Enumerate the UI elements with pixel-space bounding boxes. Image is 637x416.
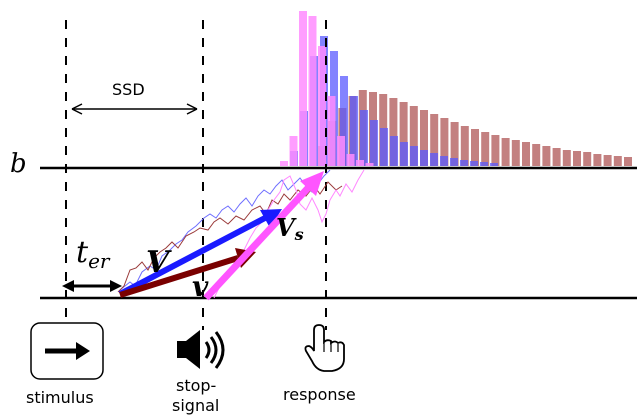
- ter-label-main: t: [76, 235, 89, 270]
- ter-label-sub: er: [88, 249, 111, 273]
- red-bar: [430, 114, 439, 166]
- red-bar: [409, 106, 418, 166]
- pink-bar: [299, 11, 307, 166]
- blue-bar: [370, 120, 378, 166]
- red-bar: [420, 110, 428, 166]
- ter-arrow: [62, 280, 122, 292]
- blue-bar: [450, 158, 458, 166]
- drift-label-Vs: Vs: [276, 213, 304, 244]
- histogram-stop: [280, 11, 374, 166]
- red-bar: [389, 98, 398, 166]
- pink-bar: [289, 136, 298, 166]
- blue-bar: [410, 146, 418, 166]
- drift-label-v: v: [192, 270, 209, 303]
- ssd-label: SSD: [112, 80, 145, 99]
- pink-bar: [346, 154, 355, 166]
- red-bar: [624, 157, 632, 166]
- red-bar: [450, 122, 459, 166]
- right-arrow-icon: [30, 322, 104, 380]
- drift-arrow-stop: [203, 171, 324, 301]
- ssd-arrow: [71, 103, 198, 115]
- red-bar: [501, 138, 510, 166]
- red-bar: [613, 156, 622, 166]
- blue-bar: [440, 156, 448, 166]
- red-bar: [440, 118, 449, 166]
- drift-label-V: V: [146, 245, 172, 280]
- speaker-icon: [177, 330, 225, 369]
- red-bar: [593, 154, 602, 166]
- drift-label-Vs-sub: s: [294, 225, 304, 244]
- red-bar: [552, 148, 561, 166]
- red-bar: [542, 146, 551, 166]
- pointing-hand-icon: [304, 324, 345, 372]
- blue-bar: [420, 150, 428, 166]
- red-bar: [573, 151, 581, 166]
- blue-bar: [470, 161, 478, 166]
- stop-signal-label-line2: signal: [172, 396, 219, 415]
- drift-label-Vs-main: V: [276, 213, 297, 242]
- stop-signal-label-line1: stop-: [176, 376, 216, 395]
- pink-bar: [365, 163, 374, 166]
- red-bar: [491, 135, 500, 166]
- blue-bar: [430, 153, 438, 166]
- red-bar: [522, 142, 530, 166]
- red-bar: [562, 150, 571, 166]
- red-bar: [583, 152, 592, 166]
- blue-bar: [490, 163, 498, 166]
- red-bar: [511, 140, 520, 166]
- pink-bar: [318, 46, 326, 166]
- red-bar: [471, 129, 479, 166]
- blue-bar: [480, 162, 488, 166]
- blue-bar: [360, 110, 368, 166]
- drift-arrow-go: [118, 209, 282, 297]
- red-bar: [481, 132, 490, 166]
- response-label: response: [283, 385, 356, 404]
- response-time-histograms: [280, 11, 632, 166]
- trace-go-blue: [119, 169, 331, 291]
- blue-bar: [400, 142, 408, 166]
- red-bar: [399, 102, 408, 166]
- pink-bar: [327, 96, 336, 166]
- red-bar: [603, 155, 612, 166]
- blue-bar: [350, 96, 358, 166]
- stimulus-label: stimulus: [26, 388, 94, 407]
- red-bar: [532, 144, 541, 166]
- ter-label: ter: [76, 235, 111, 273]
- pink-bar: [280, 161, 288, 166]
- blue-bar: [340, 76, 348, 166]
- red-bar: [460, 126, 469, 166]
- pink-bar: [337, 136, 345, 166]
- pink-bar: [308, 16, 317, 166]
- blue-bar: [380, 128, 388, 166]
- blue-bar: [460, 160, 468, 166]
- pink-bar: [356, 160, 364, 166]
- blue-bar: [390, 136, 398, 166]
- threshold-label: b: [10, 149, 27, 179]
